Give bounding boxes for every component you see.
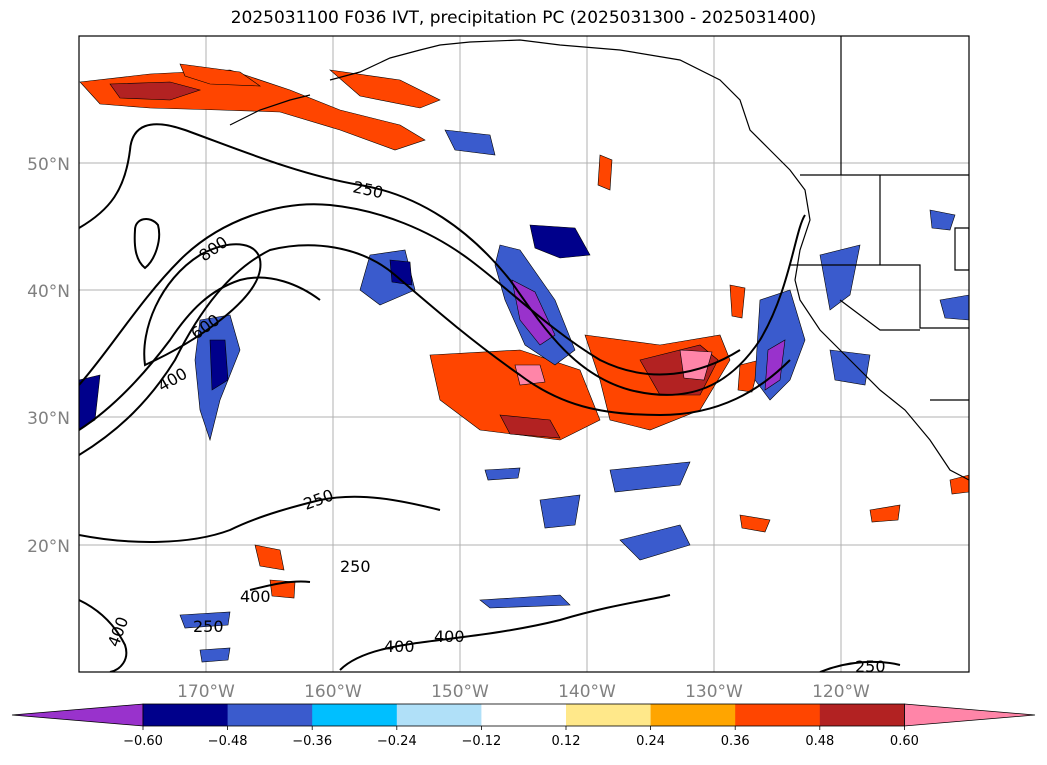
colorbar-segment	[143, 704, 229, 726]
ivt-contours	[79, 123, 901, 672]
lon-label: 130°W	[685, 682, 743, 702]
coastlines	[229, 36, 969, 481]
lat-label: 40°N	[27, 282, 70, 302]
lon-label: 170°W	[177, 682, 235, 702]
colorbar-extend-max	[904, 703, 1036, 727]
contour-label: 250	[340, 557, 371, 576]
colorbar-tick-label: −0.12	[461, 734, 501, 749]
contour-label: 400	[434, 627, 465, 646]
contour-label: 250	[193, 617, 224, 636]
colorbar-tick-label: 0.24	[636, 734, 665, 749]
lat-axis-labels: 50°N 40°N 30°N 20°N	[27, 155, 70, 557]
colorbar-segment	[227, 704, 313, 726]
colorbar-segment	[312, 704, 398, 726]
contour-label: 400	[384, 637, 415, 656]
map-frame	[78, 35, 970, 673]
lat-label: 20°N	[27, 537, 70, 557]
colorbar-tick-label: −0.24	[377, 734, 417, 749]
colorbar-extend-min	[11, 703, 144, 727]
lon-axis-labels: 170°W 160°W 150°W 140°W 130°W 120°W	[177, 682, 870, 702]
lat-label: 30°N	[27, 409, 70, 429]
colorbar: −0.60 −0.48 −0.36 −0.24 −0.12 0.12 0.24 0.36 0.4…	[11, 703, 1036, 749]
contour-label: 250	[855, 657, 886, 676]
lat-label: 50°N	[27, 155, 70, 175]
colorbar-tick-label: 0.60	[890, 734, 919, 749]
colorbar-segment	[396, 704, 482, 726]
colorbar-tick-label: −0.60	[123, 734, 163, 749]
precip-negative-shading	[79, 129, 969, 663]
colorbar-segment	[735, 704, 821, 726]
contour-label: 400	[240, 587, 271, 606]
figure-title: 2025031100 F036 IVT, precipitation PC (2…	[230, 8, 817, 28]
colorbar-tick-label: −0.36	[292, 734, 332, 749]
colorbar-tick-label: −0.48	[208, 734, 248, 749]
lon-label: 140°W	[558, 682, 616, 702]
colorbar-tick-label: 0.48	[805, 734, 834, 749]
colorbar-tick-label: 0.36	[721, 734, 750, 749]
colorbar-tick-label: 0.12	[552, 734, 581, 749]
colorbar-segment	[819, 704, 905, 726]
colorbar-segment	[650, 704, 736, 726]
lon-label: 150°W	[431, 682, 489, 702]
lon-label: 120°W	[812, 682, 870, 702]
colorbar-border	[142, 703, 905, 727]
lon-label: 160°W	[304, 682, 362, 702]
colorbar-segment	[481, 704, 567, 726]
colorbar-segment	[566, 704, 652, 726]
